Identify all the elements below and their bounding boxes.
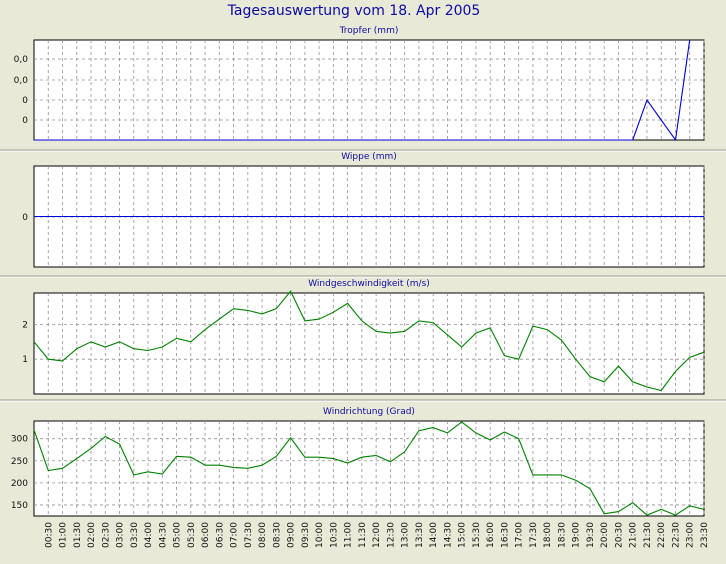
x-tick-label: 18:30 <box>557 522 567 548</box>
chart-panel: Windrichtung (Grad) 150 200 250 300 <box>11 407 705 517</box>
x-tick-label: 17:30 <box>529 522 539 548</box>
x-tick-label: 09:30 <box>301 522 311 548</box>
x-tick-label: 21:00 <box>629 522 639 548</box>
panel-title: Windrichtung (Grad) <box>323 407 415 417</box>
plot-area <box>33 420 705 517</box>
panel-title: Wippe (mm) <box>341 152 397 162</box>
chart-panels: Tropfer (mm) 0,0 0,0 0 0 Wippe (mm) 0 Windgesch… <box>0 26 726 517</box>
x-axis: 00:30 01:00 01:30 02:00 02:30 03:00 03:30 04:00… <box>44 522 710 548</box>
x-tick-label: 16:30 <box>500 522 510 548</box>
chart-title: Tagesauswertung vom 18. Apr 2005 <box>227 3 481 19</box>
x-tick-label: 06:00 <box>201 522 211 548</box>
x-tick-label: 12:00 <box>372 522 382 548</box>
panel-title: Windgeschwindigkeit (m/s) <box>308 279 430 289</box>
series-line <box>34 39 691 142</box>
x-tick-label: 16:00 <box>486 522 496 548</box>
y-tick-label: 0 <box>22 116 28 126</box>
y-tick-label: 0,0 <box>14 55 29 65</box>
x-tick-label: 22:30 <box>672 522 682 548</box>
x-tick-label: 06:30 <box>215 522 225 548</box>
x-tick-label: 18:00 <box>543 522 553 548</box>
x-tick-label: 13:30 <box>415 522 425 548</box>
x-tick-label: 07:30 <box>244 522 254 548</box>
x-tick-label: 05:30 <box>187 522 197 548</box>
chart-panel: Windgeschwindigkeit (m/s) 1 2 <box>0 279 726 402</box>
x-tick-label: 12:30 <box>386 522 396 548</box>
x-tick-label: 20:30 <box>615 522 625 548</box>
y-tick-label: 0 <box>22 96 28 106</box>
plot-area <box>33 292 705 395</box>
y-tick-label: 0 <box>22 213 28 223</box>
x-tick-label: 23:30 <box>700 522 710 548</box>
x-tick-label: 22:00 <box>657 522 667 548</box>
x-tick-label: 01:00 <box>59 522 69 548</box>
x-tick-label: 15:30 <box>472 522 482 548</box>
y-tick-label: 300 <box>11 435 28 445</box>
plot-area <box>33 39 705 141</box>
x-tick-label: 08:30 <box>272 522 282 548</box>
x-tick-label: 04:30 <box>158 522 168 548</box>
series-line <box>33 421 705 516</box>
x-tick-label: 03:00 <box>116 522 126 548</box>
x-tick-label: 20:00 <box>600 522 610 548</box>
x-tick-label: 13:00 <box>401 522 411 548</box>
x-tick-label: 00:30 <box>44 522 54 548</box>
x-tick-label: 19:30 <box>586 522 596 548</box>
x-tick-label: 19:00 <box>572 522 582 548</box>
x-tick-label: 14:00 <box>429 522 439 548</box>
x-tick-label: 02:00 <box>87 522 97 548</box>
y-tick-label: 2 <box>22 320 28 330</box>
panel-title: Tropfer (mm) <box>339 26 399 36</box>
series-line <box>33 290 705 392</box>
x-tick-label: 11:00 <box>344 522 354 548</box>
y-tick-label: 200 <box>11 479 28 489</box>
x-tick-label: 09:00 <box>287 522 297 548</box>
x-tick-label: 08:00 <box>258 522 268 548</box>
x-tick-label: 15:00 <box>458 522 468 548</box>
x-tick-label: 07:00 <box>230 522 240 548</box>
x-tick-label: 02:30 <box>101 522 111 548</box>
y-tick-label: 1 <box>22 355 28 365</box>
chart-panel: Tropfer (mm) 0,0 0,0 0 0 <box>0 26 726 152</box>
x-tick-label: 01:30 <box>73 522 83 548</box>
x-tick-label: 14:30 <box>443 522 453 548</box>
x-tick-label: 10:30 <box>329 522 339 548</box>
x-tick-label: 23:00 <box>686 522 696 548</box>
y-tick-label: 150 <box>11 501 28 511</box>
y-tick-label: 250 <box>11 457 28 467</box>
x-tick-label: 05:00 <box>173 522 183 548</box>
chart-panel: Wippe (mm) 0 <box>0 152 726 278</box>
y-tick-label: 0,0 <box>14 76 29 86</box>
x-tick-label: 04:00 <box>144 522 154 548</box>
x-tick-label: 11:30 <box>358 522 368 548</box>
x-tick-label: 21:30 <box>643 522 653 548</box>
x-tick-label: 17:00 <box>515 522 525 548</box>
x-tick-label: 03:30 <box>130 522 140 548</box>
x-tick-label: 10:00 <box>315 522 325 548</box>
